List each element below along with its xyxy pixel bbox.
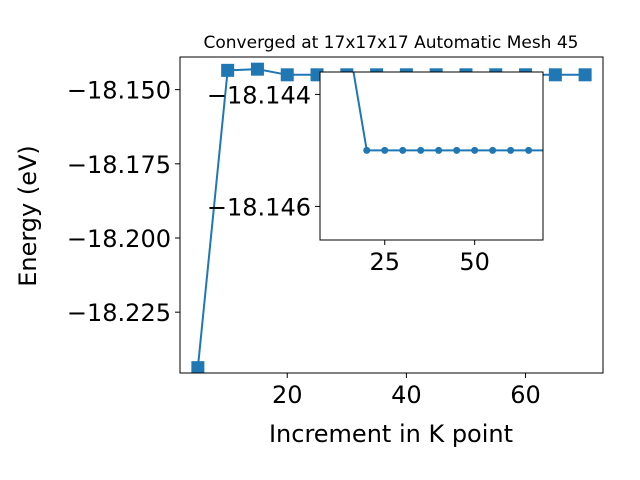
inset-data-point — [435, 146, 443, 154]
main-y-tick-label: −18.175 — [67, 151, 171, 179]
x-axis-label: Increment in K point — [269, 420, 513, 448]
inset-data-point — [525, 146, 533, 154]
inset-y-ticks: −18.146 −18.144 — [207, 81, 320, 221]
main-x-tick-label: 40 — [391, 381, 422, 409]
inset-x-ticks: 25 50 — [369, 240, 490, 276]
main-data-point — [578, 68, 592, 82]
inset-data-point — [489, 146, 497, 154]
chart-title: Converged at 17x17x17 Automatic Mesh 45 — [204, 33, 579, 53]
main-x-ticks: 20 40 60 — [272, 373, 541, 409]
inset-data-point — [453, 146, 461, 154]
inset-x-tick-label: 25 — [369, 248, 400, 276]
main-x-tick-label: 60 — [510, 381, 541, 409]
inset-data-point — [363, 146, 371, 154]
inset-y-tick-label: −18.146 — [207, 193, 311, 221]
inset-data-point — [507, 146, 515, 154]
main-data-point — [548, 68, 562, 82]
main-axes-frame — [179, 56, 604, 374]
inset-data-point — [399, 146, 407, 154]
main-y-tick-label: −18.225 — [67, 299, 171, 327]
inset-axes-frame — [319, 71, 544, 241]
main-data-point — [221, 63, 235, 77]
main-x-tick-label: 20 — [272, 381, 303, 409]
inset-data-point — [417, 146, 425, 154]
main-y-ticks: −18.150 −18.175 −18.200 −18.225 — [67, 77, 180, 327]
inset-background — [320, 72, 543, 240]
main-data-point — [250, 62, 264, 76]
inset-data-point — [381, 146, 389, 154]
inset-x-tick-label: 50 — [459, 248, 490, 276]
y-axis-label: Energy (eV) — [14, 145, 42, 287]
inset-y-tick-label: −18.144 — [207, 81, 311, 109]
main-data-point — [191, 361, 205, 373]
inset-plot: 25 50 −18.146 −18.144 — [207, 71, 544, 276]
inset-data-point — [471, 146, 479, 154]
main-y-tick-label: −18.150 — [67, 77, 171, 105]
main-y-tick-label: −18.200 — [67, 225, 171, 253]
main-data-point — [280, 68, 294, 82]
inset-series — [352, 72, 543, 154]
